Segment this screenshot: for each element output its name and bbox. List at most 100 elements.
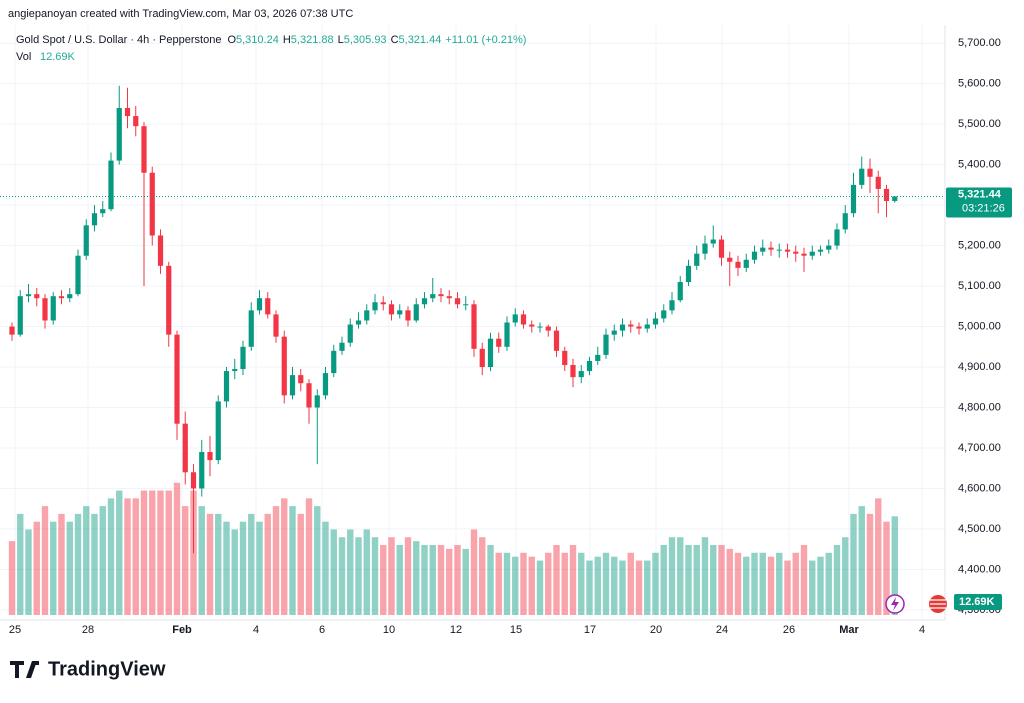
- candle-body: [331, 350, 337, 374]
- y-tick-label: 5,600.00: [958, 78, 1001, 90]
- candle-body: [298, 375, 304, 384]
- volume-bar: [817, 556, 824, 615]
- ohlc-value: 5,305.93: [344, 34, 387, 46]
- candle-body: [25, 294, 32, 297]
- candle-body: [595, 354, 601, 361]
- candle-body: [892, 196, 898, 201]
- volume-bar: [239, 521, 247, 615]
- volume-bar: [124, 498, 131, 615]
- volume-bar: [891, 516, 898, 615]
- volume-bar: [272, 506, 280, 615]
- candle-body: [603, 334, 609, 355]
- volume-bar: [569, 545, 577, 615]
- candle-body: [207, 452, 213, 461]
- x-tick-label: 26: [783, 624, 795, 636]
- volume-pane: [8, 482, 898, 615]
- candle-body: [232, 369, 238, 372]
- candle-body: [570, 365, 576, 378]
- volume-bar: [784, 560, 791, 615]
- volume-bar: [322, 521, 329, 615]
- candle-body: [50, 296, 56, 321]
- x-tick-label: 6: [319, 624, 325, 636]
- volume-bar: [421, 545, 428, 615]
- volume-bar: [173, 482, 181, 615]
- candle-body: [636, 326, 642, 329]
- candle-body: [817, 249, 824, 252]
- candle-body: [438, 294, 444, 297]
- candle-body: [166, 265, 172, 335]
- volume-bar: [429, 545, 436, 615]
- candle-body: [611, 330, 617, 335]
- volume-bar: [380, 545, 387, 615]
- volume-bar: [58, 513, 65, 615]
- candle-body: [718, 239, 725, 258]
- volume-bar: [866, 513, 874, 615]
- candle-body: [182, 423, 188, 473]
- brand-name: TradingView: [48, 658, 166, 680]
- volume-bar: [693, 545, 700, 615]
- candle-body: [702, 243, 708, 254]
- candle-body: [256, 298, 263, 311]
- candle-body: [496, 338, 502, 347]
- volume-bar: [198, 506, 205, 615]
- volume-bar: [800, 545, 808, 615]
- vol-label: Vol: [16, 51, 31, 63]
- volume-bar: [536, 560, 544, 615]
- volume-bar: [743, 556, 750, 615]
- volume-bar: [635, 560, 643, 615]
- candle-body: [405, 310, 411, 321]
- x-tick-label: 17: [584, 624, 596, 636]
- volume-bar: [446, 548, 453, 615]
- change: +11.01 (+0.21%): [445, 34, 526, 46]
- volume-bar: [561, 552, 568, 615]
- volume-bar: [404, 537, 412, 615]
- volume-bar: [355, 537, 362, 615]
- symbol: Gold Spot / U.S. Dollar · 4h · Peppersto…: [16, 34, 221, 46]
- candle-body: [578, 371, 584, 378]
- candle-body: [768, 247, 774, 250]
- candle-body: [430, 294, 436, 299]
- volume-bar: [512, 556, 519, 615]
- candle-body: [562, 350, 568, 365]
- candle-body: [347, 324, 353, 343]
- y-tick-label: 4,800.00: [958, 401, 1001, 413]
- volume-bar: [611, 556, 618, 615]
- volume-bar: [289, 506, 296, 615]
- candle-body: [504, 322, 510, 347]
- volume-bar: [297, 513, 304, 615]
- volume-bar: [347, 529, 354, 615]
- volume-bar: [17, 513, 24, 615]
- candle-body: [355, 320, 362, 325]
- candle-body: [281, 336, 287, 396]
- volume-bar: [223, 521, 230, 615]
- volume-bar: [644, 560, 651, 615]
- x-tick-label: Feb: [172, 624, 192, 636]
- volume-bar: [91, 513, 98, 615]
- ohlc-key: L: [338, 34, 344, 46]
- candle-body: [380, 302, 386, 305]
- volume-bar: [734, 552, 742, 615]
- last-price-label: 5,321.44: [958, 188, 1002, 200]
- volume-bar: [41, 506, 49, 615]
- volume-bar: [371, 537, 379, 615]
- candle-body: [784, 249, 791, 252]
- candle-body: [875, 176, 881, 189]
- candle-body: [867, 168, 873, 177]
- volume-bar: [701, 537, 709, 615]
- volume-bar: [668, 537, 676, 615]
- candle-body: [826, 245, 832, 250]
- candle-body: [529, 324, 535, 327]
- volume-bar: [602, 552, 610, 615]
- volume-bar: [594, 556, 601, 615]
- volume-bar: [462, 548, 469, 615]
- candle-body: [694, 253, 700, 266]
- volume-bar: [487, 545, 494, 615]
- volume-bar: [520, 552, 527, 615]
- candle-body: [265, 298, 271, 315]
- y-tick-label: 5,200.00: [958, 240, 1001, 252]
- volume-bar: [215, 513, 222, 615]
- candle-body: [735, 261, 741, 268]
- y-tick-label: 4,400.00: [958, 563, 1001, 575]
- volume-bar: [677, 537, 684, 615]
